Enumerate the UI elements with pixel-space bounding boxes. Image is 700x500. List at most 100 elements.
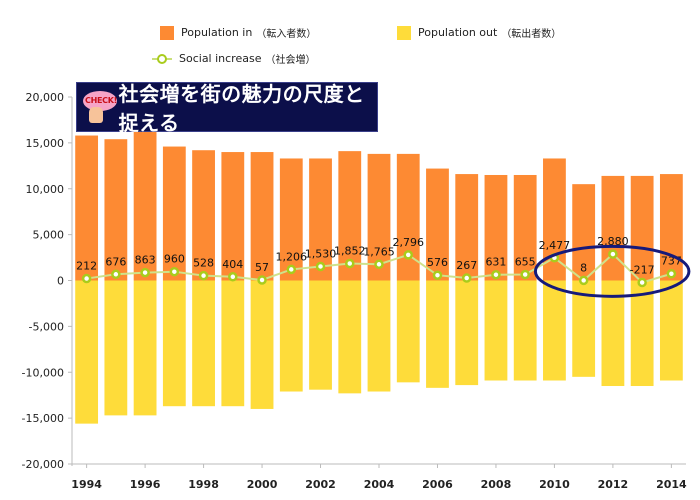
bar-out-2002 — [309, 280, 332, 390]
bar-out-2003 — [338, 280, 362, 394]
y-tick-label: 5,000 — [33, 229, 65, 242]
badge-text: CHECK! — [85, 96, 117, 105]
y-tick-label: 15,000 — [26, 137, 65, 150]
x-tick-label: 2010 — [539, 478, 570, 491]
data-label-2013: -217 — [630, 263, 655, 276]
legend-item-social-increase: Social increase （社会増） — [152, 51, 315, 66]
data-label-2000: 57 — [255, 261, 269, 274]
bar-in-2005 — [396, 153, 420, 281]
bar-in-1998 — [192, 150, 215, 281]
x-tick-label: 2002 — [305, 478, 336, 491]
bar-in-2001 — [279, 158, 303, 281]
y-tick-label: 20,000 — [26, 91, 65, 104]
social-point-2014 — [666, 268, 677, 279]
data-label-2012: 2,880 — [597, 235, 629, 248]
series-social-line: 212 676 863 960 528 404 57 1,2061,5301,8521,765… — [76, 235, 682, 288]
social-point-1997 — [169, 266, 180, 277]
bar-in-2003 — [338, 151, 362, 281]
data-label-2002: 1,530 — [305, 247, 337, 260]
data-label-2003: 1,852 — [334, 245, 366, 258]
data-label-2006: 576 — [427, 256, 448, 269]
banner-title: 社会増を街の魅力の尺度と捉える — [118, 82, 365, 135]
bar-out-2006 — [426, 280, 449, 388]
data-label-1999: 404 — [222, 258, 243, 271]
social-point-2001 — [286, 264, 297, 275]
y-tick-label: -20,000 — [22, 458, 64, 471]
bar-in-2009 — [513, 174, 537, 281]
bar-out-2008 — [484, 280, 508, 381]
legend-label-out: Population out — [418, 26, 498, 39]
legend-swatch-out — [397, 25, 411, 40]
data-label-1996: 863 — [135, 254, 156, 267]
data-label-1994: 212 — [76, 260, 97, 273]
y-tick-label: -5,000 — [29, 320, 64, 333]
bar-in-1999 — [221, 152, 245, 281]
social-point-2007 — [461, 273, 472, 283]
bar-out-1996 — [133, 280, 157, 416]
bar-out-2004 — [367, 280, 391, 392]
social-point-2013 — [637, 277, 647, 288]
headline-banner: CHECK! 社会増を街の魅力の尺度と捉える — [76, 82, 378, 135]
bar-out-2012 — [601, 280, 625, 387]
y-tick-label: -15,000 — [22, 412, 64, 425]
legend-item-population-in: Population in （転入者数） — [160, 25, 316, 40]
legend-paren-out: （転出者数） — [501, 29, 562, 40]
x-tick-label: 2000 — [247, 478, 278, 491]
data-label-2007: 267 — [456, 259, 477, 272]
x-tick-label: 1998 — [188, 478, 219, 491]
data-label-1998: 528 — [193, 257, 214, 270]
x-tick-label: 1994 — [71, 478, 102, 491]
legend-line-marker-icon — [152, 53, 172, 65]
social-point-2011 — [578, 275, 589, 286]
social-point-2006 — [432, 270, 443, 280]
pointing-hand-check-icon: CHECK! — [81, 87, 117, 127]
bar-out-2010 — [543, 280, 566, 381]
social-point-2002 — [315, 261, 326, 272]
data-label-1997: 960 — [164, 253, 185, 266]
social-point-1998 — [198, 270, 209, 281]
bar-out-2005 — [396, 280, 420, 383]
legend-label-in: Population in — [181, 26, 253, 39]
data-label-2001: 1,206 — [276, 250, 308, 263]
bar-in-1995 — [104, 139, 128, 281]
bar-in-2008 — [484, 174, 508, 281]
social-point-2008 — [491, 269, 501, 280]
social-point-2012 — [608, 249, 618, 259]
legend-swatch-in — [160, 25, 174, 40]
bar-out-1999 — [221, 280, 245, 407]
bar-in-1996 — [133, 129, 157, 281]
x-tick-label: 2012 — [598, 478, 629, 491]
bar-in-2010 — [543, 158, 566, 281]
bar-in-2004 — [367, 153, 391, 281]
axes: 20,000 15,000 10,000 5,000 0 -5,000 -10,000 -15… — [22, 91, 687, 491]
bar-in-2012 — [601, 175, 625, 281]
bar-out-2001 — [279, 280, 303, 392]
y-tick-label: 10,000 — [26, 183, 65, 196]
data-label-2004: 1,765 — [363, 245, 395, 258]
highlight-ellipse-shape — [533, 244, 691, 298]
data-label-2005: 2,796 — [392, 236, 424, 249]
data-label-2008: 631 — [485, 256, 506, 269]
highlight-ellipse — [533, 244, 691, 298]
social-point-2003 — [345, 258, 355, 269]
x-tick-label: 1996 — [130, 478, 161, 491]
social-point-2005 — [403, 250, 413, 260]
x-tick-label: 2008 — [481, 478, 512, 491]
social-point-1996 — [140, 267, 150, 278]
bar-in-2007 — [455, 174, 479, 281]
data-label-2009: 655 — [515, 255, 536, 268]
bar-out-2007 — [455, 280, 479, 386]
series-out-bars — [75, 280, 683, 424]
x-tick-label: 2014 — [656, 478, 687, 491]
social-point-2004 — [374, 259, 384, 270]
bar-out-2013 — [630, 280, 654, 387]
bar-out-2014 — [659, 280, 683, 381]
series-in-bars — [75, 129, 683, 281]
bar-in-2011 — [572, 184, 596, 281]
bar-in-1994 — [75, 135, 99, 281]
bar-in-2002 — [309, 158, 332, 281]
legend-item-population-out: Population out （転出者数） — [397, 25, 561, 40]
bar-out-2011 — [572, 280, 596, 377]
bar-out-2000 — [250, 280, 274, 409]
